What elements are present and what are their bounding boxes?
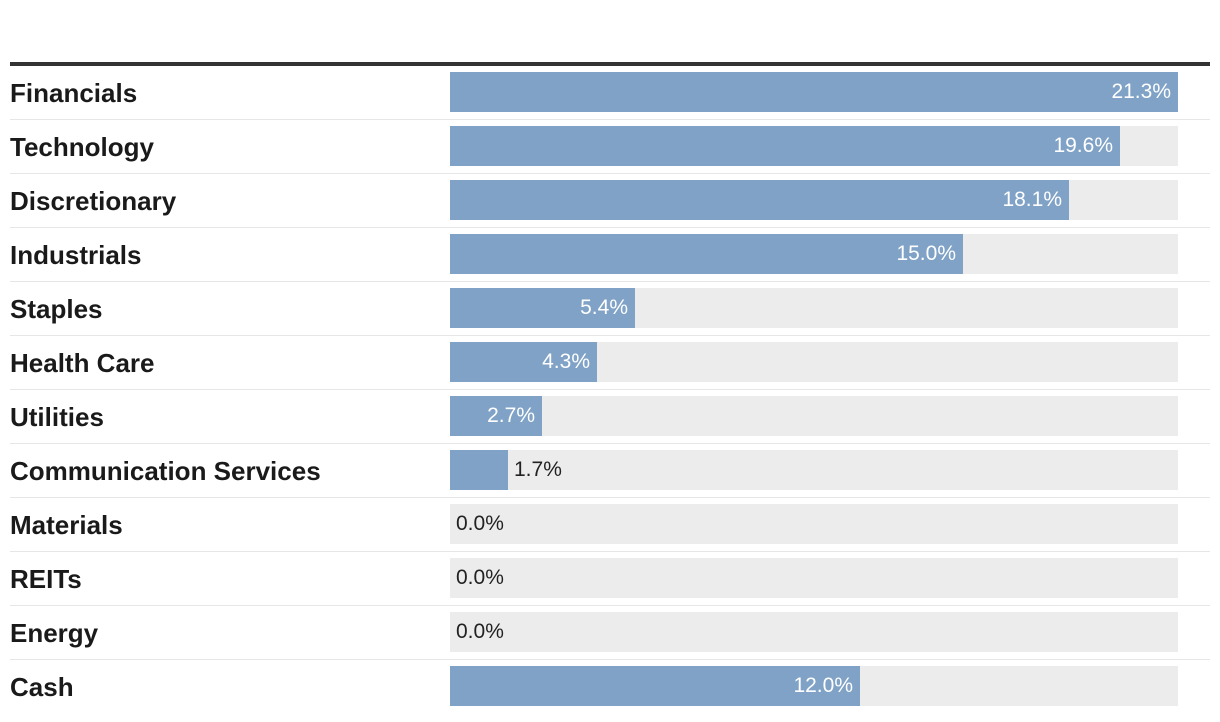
bar-row-utilities: Utilities 2.7% <box>10 390 1210 444</box>
bar-track-energy: 0.0% <box>450 612 1178 652</box>
bar-row-materials: Materials 0.0% <box>10 498 1210 552</box>
bar-track-industrials: 15.0% <box>450 234 1178 274</box>
value-label-materials: 0.0% <box>456 512 504 535</box>
category-label-reits: REITs <box>10 564 82 594</box>
bar-row-staples: Staples 5.4% <box>10 282 1210 336</box>
bar-row-financials: Financials 21.3% <box>10 66 1210 120</box>
bar-track-discretionary: 18.1% <box>450 180 1178 220</box>
value-label-discretionary: 18.1% <box>1002 188 1062 211</box>
bar-cash <box>450 666 860 706</box>
value-label-utilities: 2.7% <box>487 404 535 427</box>
bar-row-health-care: Health Care 4.3% <box>10 336 1210 390</box>
bar-utilities <box>450 396 542 436</box>
bar-track-technology: 19.6% <box>450 126 1178 166</box>
bar-health-care <box>450 342 597 382</box>
category-label-financials: Financials <box>10 78 138 108</box>
bar-staples <box>450 288 635 328</box>
value-label-industrials: 15.0% <box>896 242 956 265</box>
bar-row-industrials: Industrials 15.0% <box>10 228 1210 282</box>
bar-track-health-care: 4.3% <box>450 342 1178 382</box>
bar-row-cash: Cash 12.0% <box>10 660 1210 714</box>
category-label-discretionary: Discretionary <box>10 186 177 216</box>
bar-industrials <box>450 234 963 274</box>
category-label-materials: Materials <box>10 510 123 540</box>
bar-row-communication-services: Communication Services 1.7% <box>10 444 1210 498</box>
value-label-health-care: 4.3% <box>542 350 590 373</box>
bar-track-reits: 0.0% <box>450 558 1178 598</box>
bar-communication-services <box>450 450 508 490</box>
category-label-utilities: Utilities <box>10 402 104 432</box>
category-label-staples: Staples <box>10 294 103 324</box>
bar-row-energy: Energy 0.0% <box>10 606 1210 660</box>
sector-bar-chart: Financials 21.3% Technology 19.6% Discretion… <box>10 62 1210 714</box>
category-label-communication-services: Communication Services <box>10 456 321 486</box>
bar-row-reits: REITs 0.0% <box>10 552 1210 606</box>
category-label-health-care: Health Care <box>10 348 155 378</box>
category-label-energy: Energy <box>10 618 99 648</box>
bar-financials <box>450 72 1178 112</box>
bar-track-communication-services: 1.7% <box>450 450 1178 490</box>
bar-track-utilities: 2.7% <box>450 396 1178 436</box>
bar-technology <box>450 126 1120 166</box>
bar-row-discretionary: Discretionary 18.1% <box>10 174 1210 228</box>
bar-track-financials: 21.3% <box>450 72 1178 112</box>
bar-row-technology: Technology 19.6% <box>10 120 1210 174</box>
value-label-financials: 21.3% <box>1111 80 1171 103</box>
category-label-industrials: Industrials <box>10 240 142 270</box>
value-label-communication-services: 1.7% <box>514 458 562 481</box>
value-label-energy: 0.0% <box>456 620 504 643</box>
bar-track-cash: 12.0% <box>450 666 1178 706</box>
bar-track-staples: 5.4% <box>450 288 1178 328</box>
value-label-staples: 5.4% <box>580 296 628 319</box>
bar-track-materials: 0.0% <box>450 504 1178 544</box>
value-label-cash: 12.0% <box>793 674 853 697</box>
category-label-cash: Cash <box>10 672 74 702</box>
value-label-reits: 0.0% <box>456 566 504 589</box>
category-label-technology: Technology <box>10 132 154 162</box>
value-label-technology: 19.6% <box>1053 134 1113 157</box>
bar-discretionary <box>450 180 1069 220</box>
